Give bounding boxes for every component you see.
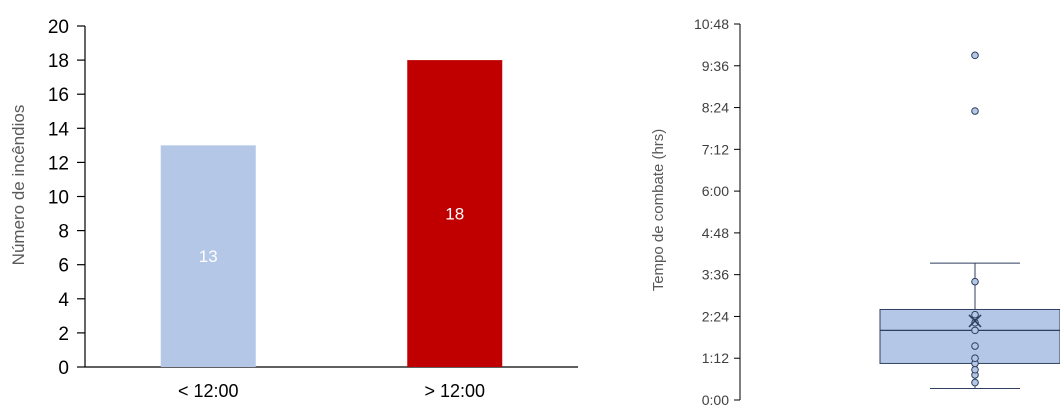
box-chart-y-tick-label: 1:12: [702, 350, 729, 366]
box-chart-y-tick-label: 4:48: [702, 225, 729, 241]
box-iqr: [879, 308, 1060, 364]
box-chart-y-tick-label: 0:00: [702, 392, 729, 408]
box-chart-y-tick-label: 3:36: [702, 267, 729, 283]
box-data-point: [971, 378, 979, 387]
box-outlier-point: [971, 51, 979, 60]
box-chart-y-tick-label: 2:24: [702, 308, 729, 324]
box-data-point: [971, 277, 979, 286]
box-data-point: [971, 342, 979, 350]
box-chart-y-tick-label: 8:24: [702, 100, 729, 116]
bar-chart-y-axis-label: Número de incêndios: [9, 105, 28, 266]
bar-chart-y-tick-label: 16: [48, 85, 69, 106]
bar-chart-y-tick-label: 4: [58, 290, 69, 311]
bar-chart-y-tick-label: 12: [48, 153, 69, 174]
box-chart-y-tick-label: 7:12: [702, 141, 729, 157]
box-data-point: [971, 318, 979, 327]
bar-chart-x-tick-label: > 12:00: [424, 381, 485, 401]
bar-chart: Número de incêndios 0 2 4 6 8 10 12 14 16 18 20 13 <…: [9, 17, 578, 401]
box-outlier-point: [971, 107, 979, 115]
box-data-point: [971, 326, 979, 335]
box-data-point: [971, 310, 979, 319]
box-chart: Tempo de combate (hrs) 0:00 1:12 2:24 3:36 4…: [650, 16, 1060, 408]
bar-chart-y-tick-label: 6: [58, 256, 69, 277]
bar-data-label: 13: [199, 247, 218, 266]
box-chart-y-axis-label: Tempo de combate (hrs): [650, 129, 667, 292]
box-data-point: [971, 354, 979, 363]
bar-chart-y-tick-label: 8: [58, 222, 69, 243]
bar-data-label: 18: [445, 205, 464, 224]
bar-chart-x-tick-label: < 12:00: [178, 381, 239, 401]
bar-chart-y-tick-label: 18: [48, 51, 69, 72]
bar: [160, 145, 256, 367]
box-mean-stroke: [968, 314, 982, 328]
bar-chart-y-tick-label: 10: [48, 188, 69, 209]
bar-chart-y-tick-label: 2: [58, 324, 69, 345]
bar-chart-y-tick-label: 0: [58, 358, 69, 379]
box-chart-y-tick-label: 10:48: [694, 16, 729, 32]
bar: [407, 60, 503, 367]
box-chart-y-tick-label: 9:36: [702, 58, 729, 74]
box-chart-y-tick-label: 6:00: [702, 183, 729, 199]
box-mean-marker: [968, 314, 982, 328]
box-data-point: [971, 365, 979, 374]
bar-chart-y-tick-label: 20: [48, 17, 69, 38]
bar-chart-y-tick-label: 14: [48, 119, 70, 140]
